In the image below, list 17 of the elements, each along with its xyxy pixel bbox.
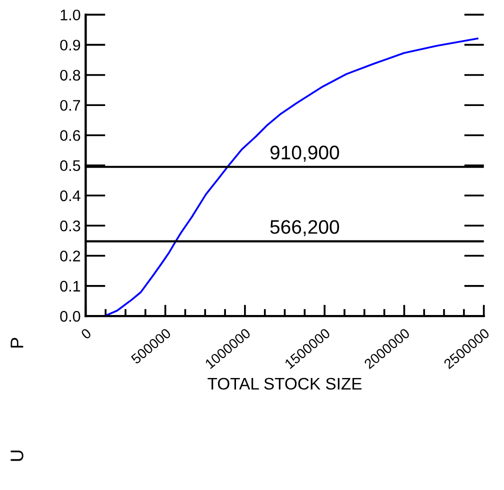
y-tick-label: 0.0 — [60, 310, 80, 322]
y-tick-label: 0.9 — [60, 40, 80, 51]
y-tick-label: 0.6 — [60, 130, 80, 141]
text: P — [10, 338, 24, 348]
y-tick-label: 0.2 — [60, 250, 80, 262]
x-tick-label: 0 — [80, 328, 92, 340]
x-axis-title: TOTAL STOCK SIZE — [208, 378, 362, 390]
y-tick-label: 0.3 — [60, 220, 80, 232]
y-tick-label: 0.1 — [60, 280, 80, 292]
y-tick-label: 1.0 — [60, 10, 80, 20]
annotation: 566,200 — [270, 220, 340, 236]
y-tick-label: 0.8 — [60, 70, 80, 81]
y-tick-label: 0.5 — [60, 160, 80, 172]
annotation: 910,900 — [270, 146, 340, 162]
text: U — [10, 450, 24, 461]
y-tick-label: 0.7 — [60, 100, 80, 111]
y-tick-label: 0.4 — [60, 190, 80, 202]
